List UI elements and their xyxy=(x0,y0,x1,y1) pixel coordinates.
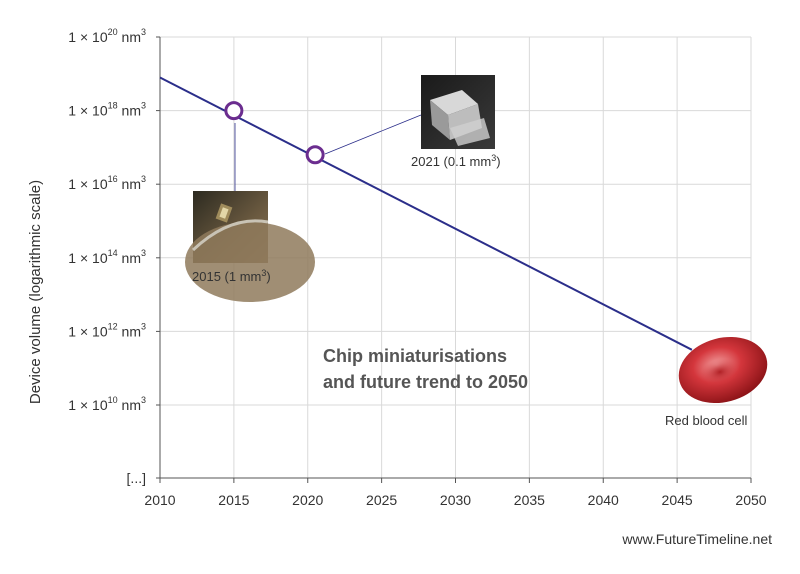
y-tick-label: 1 × 1018 nm3 xyxy=(68,101,146,119)
y-tick-label-ellipsis: [...] xyxy=(127,470,146,486)
y-tick-label: 1 × 1014 nm3 xyxy=(68,248,146,266)
x-tick-label: 2035 xyxy=(514,492,545,508)
y-tick-labels: 1 × 1020 nm3 1 × 1018 nm3 1 × 1016 nm3 1 × … xyxy=(68,27,146,413)
x-tick-labels: 2010 2015 2020 2025 2030 2035 2040 2045 2050 xyxy=(144,492,766,508)
series-layer xyxy=(159,76,693,351)
x-tick-label: 2030 xyxy=(440,492,471,508)
x-tick-label: 2045 xyxy=(662,492,693,508)
data-point-marker xyxy=(305,145,325,165)
y-tick-marks xyxy=(156,36,160,479)
grid-lines xyxy=(160,36,752,478)
x-tick-marks xyxy=(159,478,752,483)
chip-2021-photo xyxy=(421,75,495,149)
y-tick-label: 1 × 1020 nm3 xyxy=(68,27,146,45)
x-tick-label: 2010 xyxy=(144,492,175,508)
x-tick-label: 2040 xyxy=(588,492,619,508)
chart-subtitle: and future trend to 2050 xyxy=(323,372,528,392)
y-axis-label: Device volume (logarithmic scale) xyxy=(27,180,44,404)
y-tick-label: 1 × 1012 nm3 xyxy=(68,321,146,339)
y-tick-label: 1 × 1016 nm3 xyxy=(68,174,146,192)
red-blood-cell-image xyxy=(678,336,768,404)
trend-line xyxy=(159,76,693,351)
x-tick-label: 2015 xyxy=(218,492,249,508)
x-tick-label: 2025 xyxy=(366,492,397,508)
marker-layer xyxy=(224,101,325,165)
chip-2015-label: 2015 (1 mm3) xyxy=(192,268,271,284)
x-tick-label: 2020 xyxy=(292,492,323,508)
red-blood-cell-label: Red blood cell xyxy=(665,413,747,428)
chip-2021-label: 2021 (0.1 mm3) xyxy=(411,153,501,169)
data-point-marker xyxy=(224,101,244,121)
connector-2021 xyxy=(324,114,422,155)
chart-title: Chip miniaturisations xyxy=(323,346,507,366)
chip-2015-photo xyxy=(185,191,315,302)
y-tick-label: 1 × 1010 nm3 xyxy=(68,395,146,413)
x-tick-label: 2050 xyxy=(735,492,766,508)
footer-credit: www.FutureTimeline.net xyxy=(621,531,772,547)
